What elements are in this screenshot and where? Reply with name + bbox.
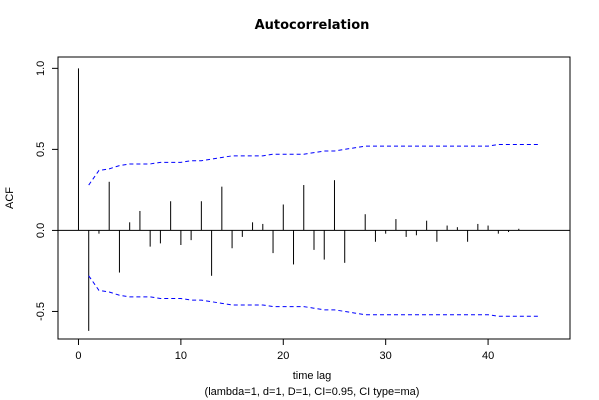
ci-lower-line: [88, 275, 540, 317]
plot-frame: [57, 56, 571, 340]
y-tick-label: 0.0: [35, 223, 47, 238]
acf-bars: [77, 68, 520, 331]
y-tick-label: 1.0: [35, 61, 47, 76]
y-tick-label: -0.5: [35, 302, 47, 321]
x-tick-label: 30: [380, 350, 392, 362]
x-axis-label: time lag: [293, 370, 332, 382]
axes: 0 10 20 30 40 -0.5 0.0 0.5 1.0: [35, 61, 570, 362]
x-tick-label: 20: [277, 350, 289, 362]
x-tick-label: 40: [482, 350, 494, 362]
ci-upper-line: [88, 144, 540, 186]
x-tick-label: 0: [75, 350, 81, 362]
chart-subtitle: (lambda=1, d=1, D=1, CI=0.95, CI type=ma…: [205, 386, 420, 398]
chart-title: Autocorrelation: [255, 18, 370, 33]
x-tick-label: 10: [175, 350, 187, 362]
y-tick-label: 0.5: [35, 142, 47, 157]
confidence-bands: [88, 144, 540, 317]
y-axis-label: ACF: [4, 187, 16, 209]
